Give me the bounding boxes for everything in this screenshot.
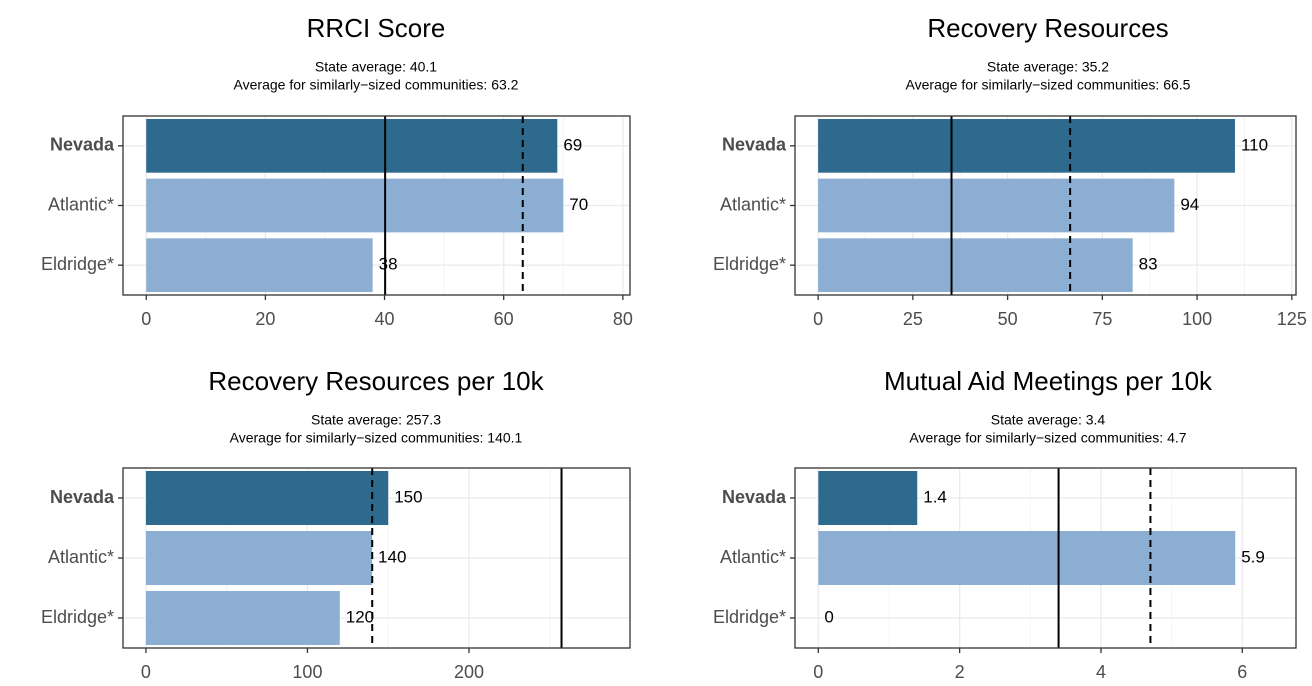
data-label: 1.4 [923, 487, 947, 506]
chart-subtitle: Average for similarly−sized communities:… [230, 430, 523, 446]
bar [818, 238, 1133, 293]
data-label: 83 [1139, 255, 1158, 274]
x-tick-label: 20 [255, 309, 275, 329]
data-label: 70 [569, 195, 588, 214]
data-label: 38 [379, 255, 398, 274]
data-label: 5.9 [1241, 547, 1265, 566]
x-tick-label: 0 [813, 662, 823, 682]
x-tick-label: 4 [1096, 662, 1106, 682]
y-tick-label: Atlantic* [48, 194, 114, 214]
x-tick-label: 60 [494, 309, 514, 329]
data-label: 120 [346, 607, 374, 626]
y-tick-label: Nevada [50, 135, 115, 155]
y-tick-label: Eldridge* [41, 607, 114, 627]
y-tick-label: Eldridge* [41, 254, 114, 274]
data-label: 110 [1241, 135, 1268, 154]
data-label: 0 [824, 607, 833, 626]
chart-subtitle: Average for similarly−sized communities:… [906, 77, 1191, 93]
bar [146, 238, 373, 293]
bar [818, 178, 1175, 233]
data-label: 150 [394, 487, 422, 506]
chart-subtitle: State average: 40.1 [315, 59, 437, 75]
chart-subtitle: State average: 3.4 [991, 412, 1106, 428]
bar [818, 471, 918, 525]
x-tick-label: 50 [998, 309, 1018, 329]
data-label: 140 [378, 547, 406, 566]
chart-title: Recovery Resources per 10k [208, 366, 544, 396]
x-tick-label: 200 [454, 662, 484, 682]
y-tick-label: Eldridge* [713, 607, 786, 627]
x-tick-label: 0 [141, 662, 151, 682]
x-tick-label: 2 [955, 662, 965, 682]
bar [818, 531, 1236, 585]
x-tick-label: 80 [613, 309, 633, 329]
y-tick-label: Nevada [50, 487, 115, 507]
chart-subtitle: Average for similarly−sized communities:… [234, 77, 519, 93]
x-tick-label: 0 [813, 309, 823, 329]
x-tick-label: 25 [903, 309, 923, 329]
chart-title: Mutual Aid Meetings per 10k [884, 366, 1213, 396]
bar [146, 118, 558, 173]
x-tick-label: 100 [1182, 309, 1212, 329]
chart-subtitle: State average: 257.3 [311, 412, 441, 428]
bar [146, 178, 564, 233]
chart-title: Recovery Resources [927, 13, 1168, 43]
bar [818, 118, 1235, 173]
data-label: 69 [563, 135, 582, 154]
chart-title: RRCI Score [307, 13, 446, 43]
bar [145, 531, 373, 585]
y-tick-label: Eldridge* [713, 254, 786, 274]
x-tick-label: 100 [292, 662, 322, 682]
bar [145, 471, 389, 525]
x-tick-label: 6 [1237, 662, 1247, 682]
x-tick-label: 0 [141, 309, 151, 329]
x-tick-label: 40 [375, 309, 395, 329]
y-tick-label: Atlantic* [720, 547, 786, 567]
x-tick-label: 75 [1092, 309, 1112, 329]
chart-subtitle: Average for similarly−sized communities:… [909, 430, 1186, 446]
chart-subtitle: State average: 35.2 [987, 59, 1109, 75]
y-tick-label: Nevada [722, 135, 787, 155]
y-tick-label: Atlantic* [720, 194, 786, 214]
x-tick-label: 125 [1277, 309, 1307, 329]
y-tick-label: Nevada [722, 487, 787, 507]
bar [145, 591, 340, 645]
y-tick-label: Atlantic* [48, 547, 114, 567]
data-label: 94 [1180, 195, 1199, 214]
